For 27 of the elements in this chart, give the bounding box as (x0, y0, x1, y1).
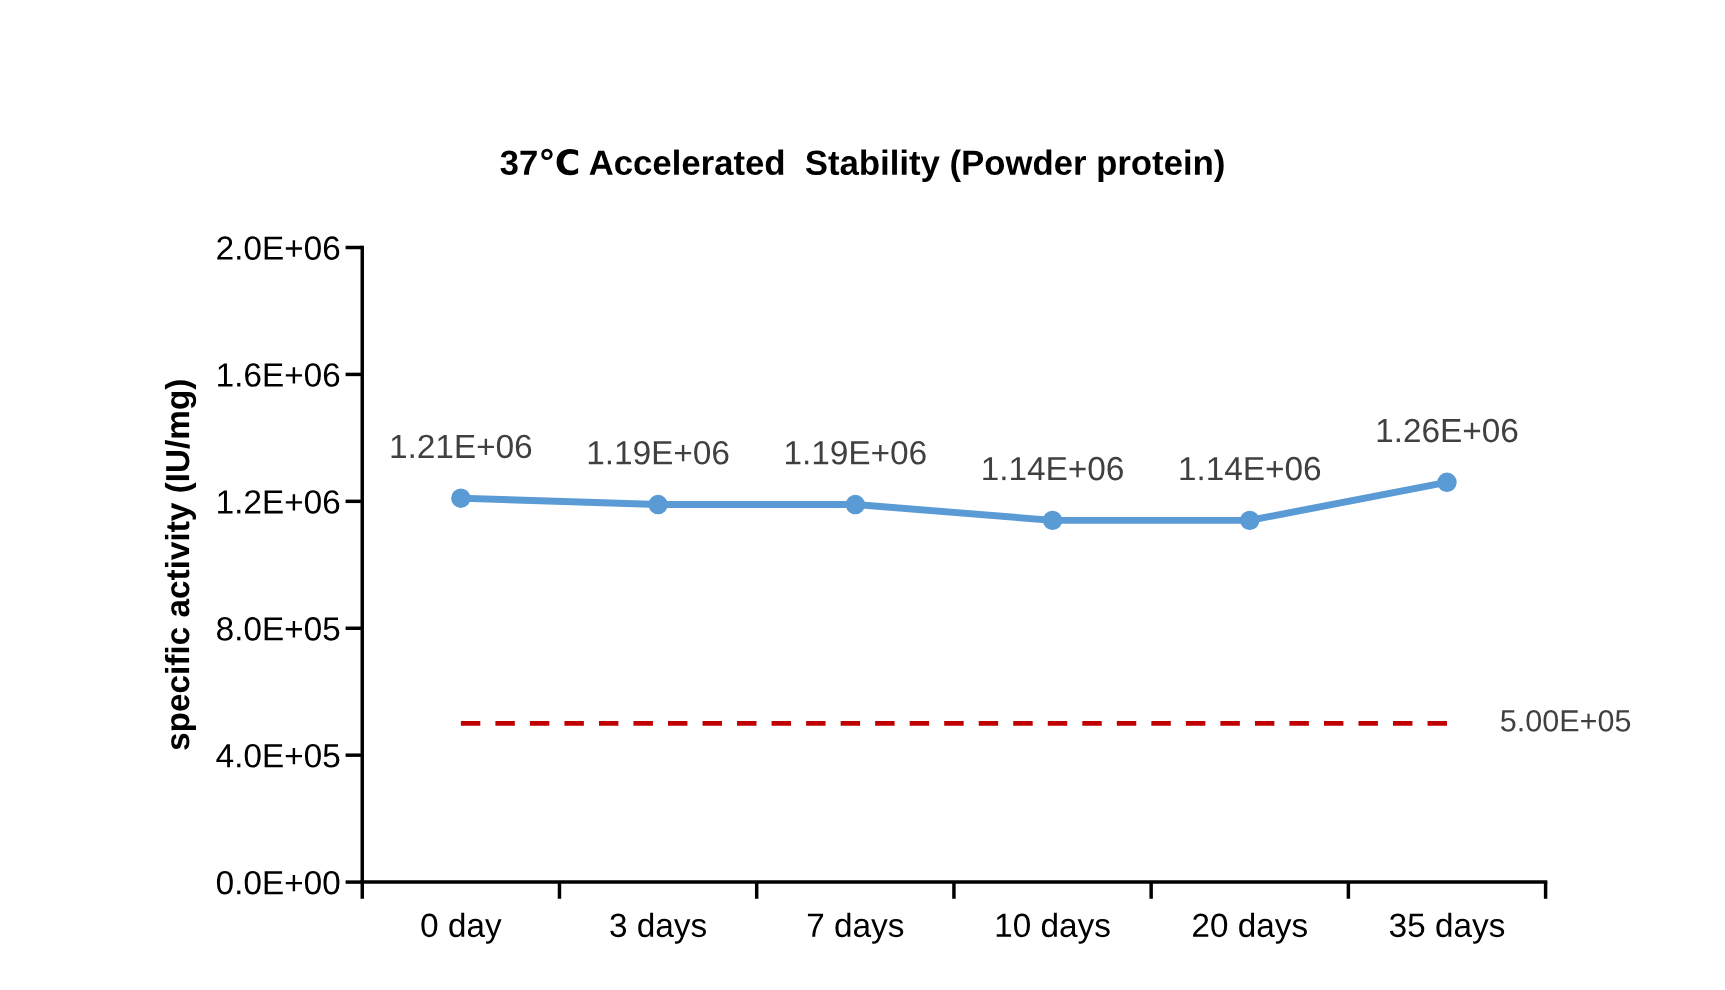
y-tick-label: 0.0E+00 (216, 870, 340, 895)
point (648, 494, 668, 515)
y-axis-title: specific activity (IU/mg) (164, 380, 197, 750)
x-tick-label: 10 days (996, 912, 1110, 944)
y-tick-label: 1.2E+06 (218, 490, 340, 514)
y-tick-label: 4.0E+05 (216, 743, 340, 768)
data-label: 1.19E+06 (588, 440, 729, 465)
point (1240, 510, 1260, 531)
data-label: 1.26E+06 (1377, 418, 1518, 443)
point (1042, 510, 1063, 531)
x-tick-label: 7 days (807, 912, 904, 944)
data-label: 1.14E+06 (983, 456, 1123, 481)
data-label: 1.14E+06 (1180, 456, 1321, 481)
point (1437, 472, 1457, 493)
data-label: 5.00E+05 (1500, 710, 1631, 732)
y-tick-label: 2.0E+06 (217, 236, 340, 260)
y-tick-label: 8.0E+05 (217, 617, 340, 641)
data-label: 1.21E+06 (391, 434, 532, 459)
y-tick-label: 1.6E+06 (218, 363, 340, 387)
data-label: 1.19E+06 (786, 440, 926, 465)
x-tick-label: 0 day (421, 912, 502, 944)
chart-title: 37℃ Accelerated Stability (Powder protein) (500, 148, 1224, 182)
point (451, 488, 471, 508)
x-tick-label: 3 days (610, 912, 706, 944)
x-tick-label: 35 days (1389, 912, 1505, 944)
x-tick-label: 20 days (1193, 912, 1307, 944)
point (845, 494, 866, 515)
